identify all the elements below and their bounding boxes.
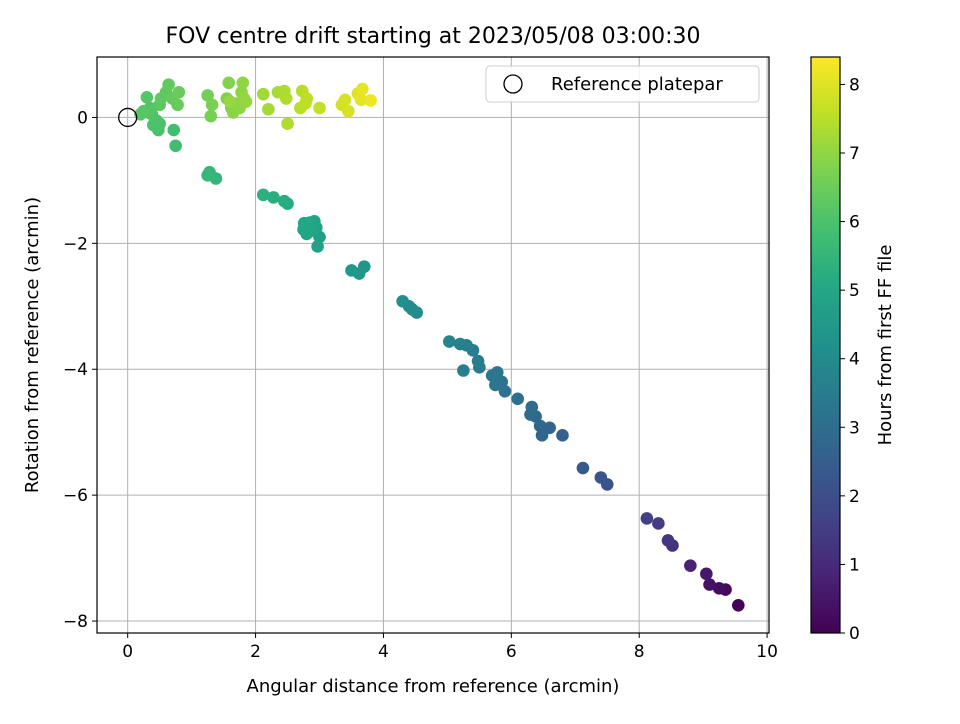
x-tick-label: 0 — [122, 642, 133, 662]
grid — [97, 57, 769, 633]
colorbar-tick-label: 5 — [849, 281, 860, 301]
colorbar-tick-label: 8 — [849, 75, 860, 95]
scatter-point — [201, 169, 214, 182]
scatter-point — [278, 194, 291, 208]
scatter-point — [171, 98, 184, 112]
scatter-point — [396, 294, 409, 308]
scatter-point — [167, 123, 181, 137]
scatter-point — [640, 512, 654, 525]
x-tick-label: 4 — [378, 642, 389, 662]
chart-title: FOV centre drift starting at 2023/05/08 … — [166, 24, 701, 49]
scatter-point — [205, 98, 219, 112]
colorbar-tick-label: 1 — [849, 555, 860, 575]
y-tick-label: −4 — [63, 360, 88, 380]
scatter-point — [471, 354, 485, 368]
scatter-point — [338, 93, 352, 107]
scatter-point — [256, 188, 270, 202]
scatter-point — [169, 139, 182, 153]
scatter-point — [594, 471, 608, 484]
scatter-point — [732, 599, 745, 612]
scatter-point — [281, 117, 294, 131]
scatter-point — [576, 461, 590, 475]
colorbar-tick-label: 3 — [849, 418, 860, 438]
scatter-point — [341, 104, 355, 118]
colorbar-tick-label: 6 — [849, 213, 860, 233]
scatter-point — [267, 191, 280, 204]
scatter-point — [223, 95, 237, 108]
legend-marker-reference — [503, 74, 523, 94]
colorbar-tick-label: 0 — [849, 624, 860, 644]
scatter-point — [533, 419, 547, 433]
scatter-point — [703, 578, 716, 591]
scatter-point — [535, 429, 549, 442]
scatter-point — [313, 101, 326, 115]
scatter-point — [162, 78, 175, 91]
scatter-point — [511, 392, 525, 406]
y-axis-label: Rotation from reference (arcmin) — [22, 197, 43, 493]
colorbar-tick-label: 7 — [849, 144, 860, 164]
y-tick-label: −8 — [63, 612, 88, 632]
scatter-point — [262, 102, 275, 116]
y-axis-ticks: −8 −6 −4 −2 0 — [63, 108, 97, 632]
x-axis-ticks: 0 2 4 6 8 10 — [122, 633, 778, 662]
scatter-point — [652, 517, 665, 530]
x-tick-label: 10 — [756, 642, 778, 662]
scatter-point — [684, 559, 697, 572]
reference-marker-group — [118, 107, 138, 128]
scatter-point — [140, 90, 154, 104]
legend: Reference platepar — [485, 65, 760, 103]
scatter-point — [222, 76, 236, 90]
plot-frame — [96, 56, 770, 634]
y-tick-label: −6 — [63, 486, 88, 506]
scatter-point — [311, 240, 324, 253]
data-points — [134, 76, 745, 612]
colorbar-ticks: 0 1 2 3 4 5 6 7 8 — [840, 75, 860, 644]
scatter-point — [204, 109, 218, 123]
scatter-point — [236, 76, 250, 90]
scatter-point — [201, 89, 214, 102]
scatter-point — [364, 94, 377, 107]
y-tick-label: −2 — [63, 234, 88, 254]
legend-label-reference: Reference platepar — [551, 74, 723, 95]
scatter-point — [256, 87, 270, 101]
scatter-point — [356, 82, 369, 96]
x-tick-label: 2 — [250, 642, 261, 662]
scatter-point — [525, 400, 539, 414]
scatter-point — [345, 264, 358, 277]
scatter-point — [457, 364, 470, 377]
scatter-point — [297, 223, 310, 236]
colorbar-label: Hours from first FF file — [875, 245, 896, 446]
scatter-point — [146, 118, 160, 132]
scatter-point — [700, 567, 713, 581]
colorbar-tick-label: 4 — [849, 350, 860, 370]
x-tick-label: 8 — [634, 642, 645, 662]
legend-box — [485, 65, 760, 103]
scatter-point — [354, 93, 368, 107]
x-axis-label: Angular distance from reference (arcmin) — [247, 676, 620, 697]
scatter-point — [279, 92, 293, 105]
scatter-point — [172, 85, 186, 99]
reference-marker — [118, 107, 138, 128]
x-tick-label: 6 — [506, 642, 517, 662]
scatter-point — [661, 534, 675, 547]
scatter-point — [443, 335, 456, 348]
y-tick-label: 0 — [77, 108, 88, 128]
scatter-point — [556, 429, 569, 442]
scatter-point — [453, 337, 467, 351]
scatter-point — [299, 97, 312, 110]
colorbar-tick-label: 2 — [849, 487, 860, 507]
scatter-point — [239, 95, 253, 108]
scatter-point — [712, 582, 726, 595]
scatter-point — [485, 369, 499, 382]
colorbar — [810, 56, 841, 634]
scatter-point — [543, 421, 556, 435]
